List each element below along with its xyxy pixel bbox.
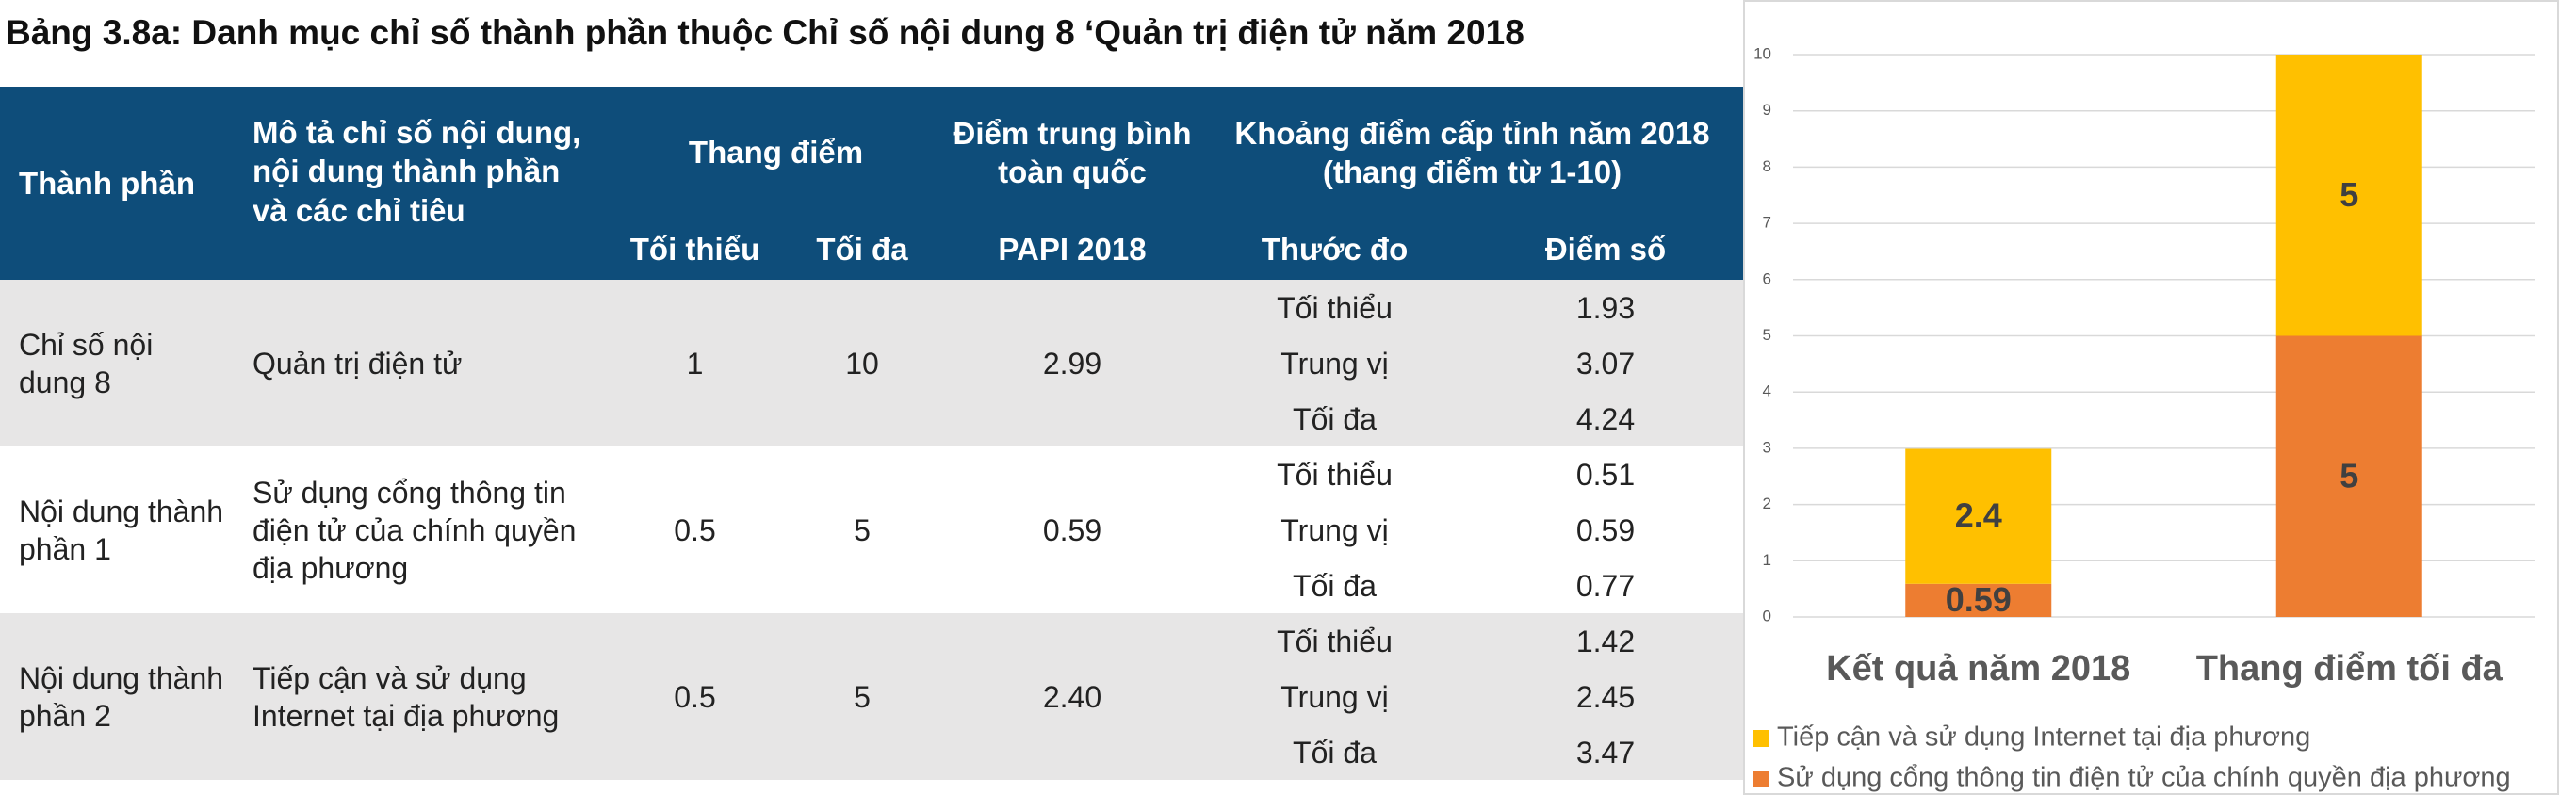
- min-cell: 1: [686, 346, 704, 381]
- value-label: 2.4: [1955, 496, 2002, 535]
- table-row: Nội dung thành phần 2 Tiếp cận và sử dụng…: [0, 613, 1743, 733]
- min-cell: 0.5: [674, 512, 716, 547]
- header-cell: Thang điểm: [609, 87, 943, 219]
- y-tick-label: 0: [1763, 607, 1771, 625]
- bar-segment: [2275, 335, 2422, 617]
- measure-cell: Tối thiểu: [1277, 457, 1393, 492]
- score-cell: 1.93: [1575, 290, 1636, 325]
- score-cell: 0.51: [1575, 457, 1636, 492]
- component-cell: Chỉ số nội dung 8: [19, 327, 154, 399]
- component-cell: Nội dung thành phần 1: [19, 494, 224, 566]
- y-tick-label: 1: [1763, 551, 1771, 569]
- y-tick-label: 2: [1763, 495, 1771, 512]
- chart: 0 1 2 3 4 5 6 7 8 9 10 Kết quả năm 2018 0.59 2.4 Thang…: [1743, 0, 2559, 795]
- data-table: Thành phần Mô tả chỉ số nội dung, nội du…: [0, 87, 1743, 780]
- max-cell: 5: [854, 679, 871, 714]
- header-cell: Khoảng điểm cấp tỉnh năm 2018 (thang điể…: [1201, 87, 1743, 219]
- measure-cell: Trung vị: [1280, 512, 1389, 547]
- average-cell: 2.40: [1042, 679, 1102, 714]
- score-cell: 3.07: [1575, 346, 1636, 381]
- header-cell: Điểm số: [1468, 219, 1743, 280]
- y-tick-label: 5: [1763, 326, 1771, 344]
- measure-cell: Tối đa: [1293, 735, 1377, 770]
- header-cell: Thước đo: [1201, 219, 1468, 280]
- description-cell: Quản trị điện tử: [253, 346, 463, 381]
- score-cell: 0.77: [1575, 568, 1636, 603]
- score-cell: 0.59: [1575, 512, 1636, 547]
- header-cell: Tối đa: [781, 219, 943, 280]
- x-tick-label: Thang điểm tối đa: [2196, 649, 2503, 689]
- header-cell: Mô tả chỉ số nội dung, nội dung thành ph…: [234, 87, 609, 280]
- y-tick-label: 8: [1763, 157, 1771, 175]
- table-title: Bảng 3.8a: Danh mục chỉ số thành phần th…: [6, 13, 1524, 52]
- table-row: Chỉ số nội dung 8 Quản trị điện tử 1 10 2.99…: [0, 280, 1743, 399]
- measure-cell: Trung vị: [1280, 346, 1389, 381]
- legend-label: Sử dụng cổng thông tin điện tử của chính…: [1777, 763, 2511, 793]
- measure-cell: Tối thiểu: [1277, 290, 1393, 325]
- y-tick-label: 6: [1763, 269, 1771, 287]
- value-label: 0.59: [1946, 580, 2012, 619]
- score-cell: 4.24: [1575, 401, 1636, 436]
- y-tick-label: 9: [1763, 101, 1771, 119]
- measure-cell: Trung vị: [1280, 679, 1389, 714]
- legend-label: Tiếp cận và sử dụng Internet tại địa phư…: [1777, 722, 2310, 753]
- bar-segment: [2275, 55, 2422, 336]
- y-tick-label: 7: [1763, 214, 1771, 232]
- bar-segment: [1905, 583, 2052, 617]
- average-cell: 2.99: [1042, 346, 1102, 381]
- score-cell: 3.47: [1575, 735, 1636, 770]
- bar-segment: [1905, 448, 2052, 584]
- measure-cell: Tối đa: [1293, 568, 1377, 603]
- y-tick-label: 3: [1763, 438, 1771, 456]
- table-row: Nội dung thành phần 1 Sử dụng cổng thông …: [0, 446, 1743, 585]
- y-tick-label: 4: [1763, 382, 1771, 400]
- average-cell: 0.59: [1042, 512, 1102, 547]
- max-cell: 5: [854, 512, 871, 547]
- y-tick-label: 10: [1753, 44, 1771, 62]
- score-cell: 1.42: [1575, 624, 1636, 658]
- measure-cell: Tối đa: [1293, 401, 1377, 436]
- chart-frame: [1743, 0, 2559, 795]
- header-cell: PAPI 2018: [943, 219, 1201, 280]
- max-cell: 10: [845, 346, 879, 381]
- min-cell: 0.5: [674, 679, 716, 714]
- measure-cell: Tối thiểu: [1277, 624, 1393, 658]
- header-cell: Điểm trung bình toàn quốc: [943, 87, 1201, 219]
- legend-swatch: [1753, 730, 1769, 747]
- value-label: 5: [2340, 175, 2358, 214]
- score-cell: 2.45: [1575, 679, 1636, 714]
- component-cell: Nội dung thành phần 2: [19, 660, 224, 733]
- description-cell: Sử dụng cổng thông tin điện tử của chính…: [253, 475, 577, 585]
- header-cell: Tối thiểu: [609, 219, 781, 280]
- x-tick-label: Kết quả năm 2018: [1826, 649, 2130, 689]
- value-label: 5: [2340, 456, 2358, 495]
- legend-swatch: [1753, 771, 1769, 787]
- table-body: Chỉ số nội dung 8 Quản trị điện tử 1 10 2.99…: [0, 280, 1743, 780]
- header-cell: Thành phần: [0, 87, 234, 280]
- description-cell: Tiếp cận và sử dụng Internet tại địa phư…: [253, 660, 560, 733]
